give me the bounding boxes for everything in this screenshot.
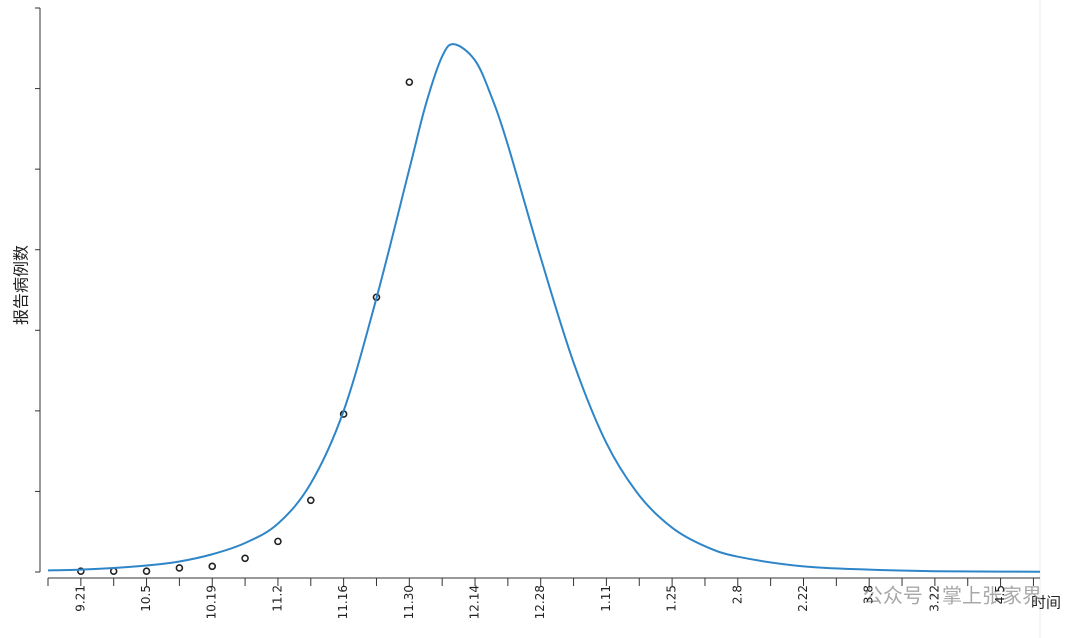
x-tick-label: 3.8 [862,585,876,604]
fit-curve [47,43,1041,573]
x-tick-label: 10.19 [205,585,219,619]
x-tick-label: 4.5 [993,585,1007,604]
x-tick-label: 11.30 [402,585,416,619]
data-point [405,78,414,86]
x-axis-label: 时间 [1031,594,1061,612]
x-tick-label: 12.28 [533,585,547,619]
x-tick-label: 2.8 [730,585,744,604]
y-axis-label: 报告病例数 [12,245,31,325]
data-point [241,554,249,563]
data-point [208,562,217,571]
x-tick-label: 9.21 [73,585,87,612]
x-tick-label: 3.22 [927,585,941,612]
x-tick-label: 1.25 [665,585,679,612]
x-tick-label: 11.2 [270,585,284,612]
data-point [77,567,85,575]
data-point [306,496,315,505]
data-point [274,537,282,546]
data-point [175,564,184,572]
x-tick-label: 2.22 [796,585,810,612]
x-tick-label: 1.11 [599,585,613,612]
x-tick-label: 12.14 [468,585,482,619]
watermark: 公众号 · 掌上张家界 [863,584,1042,608]
x-tick-label: 11.16 [336,585,350,619]
data-point [142,567,151,575]
x-tick-label: 10.5 [139,585,153,612]
